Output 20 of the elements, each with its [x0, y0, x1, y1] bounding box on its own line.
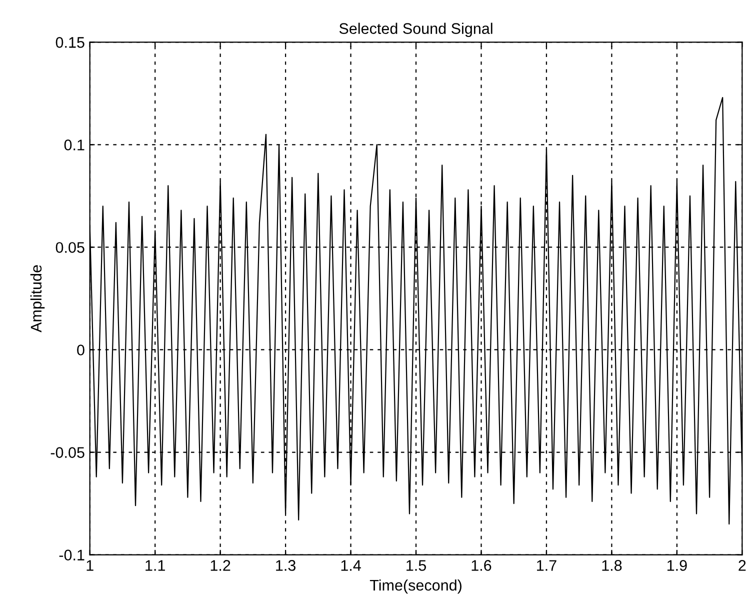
- x-tick-label: 1.3: [276, 560, 296, 571]
- x-tick-label: 1.2: [210, 560, 230, 571]
- x-tick-label: 1.5: [406, 560, 426, 571]
- x-tick-label: 1.8: [602, 560, 622, 571]
- x-tick-label: 1.9: [667, 560, 687, 571]
- chart-title: Selected Sound Signal: [339, 22, 492, 37]
- x-tick-label: 1.7: [537, 560, 556, 571]
- y-tick-label: 0.15: [56, 37, 84, 48]
- x-tick-label: 1.6: [472, 560, 492, 571]
- x-tick-label: 1.4: [341, 560, 361, 571]
- y-tick-label: -0.05: [50, 447, 84, 458]
- y-tick-label: 0.05: [56, 242, 84, 253]
- y-tick-label: 0.1: [64, 140, 84, 150]
- x-tick-label: 2: [738, 560, 746, 571]
- x-axis-title: Time(second): [370, 579, 462, 594]
- y-axis-title: Amplitude: [30, 265, 45, 332]
- y-tick-label: -0.1: [59, 550, 84, 560]
- x-tick-label: 1.1: [146, 560, 165, 571]
- x-tick-label: 1: [86, 560, 94, 571]
- y-tick-label: 0: [77, 344, 84, 356]
